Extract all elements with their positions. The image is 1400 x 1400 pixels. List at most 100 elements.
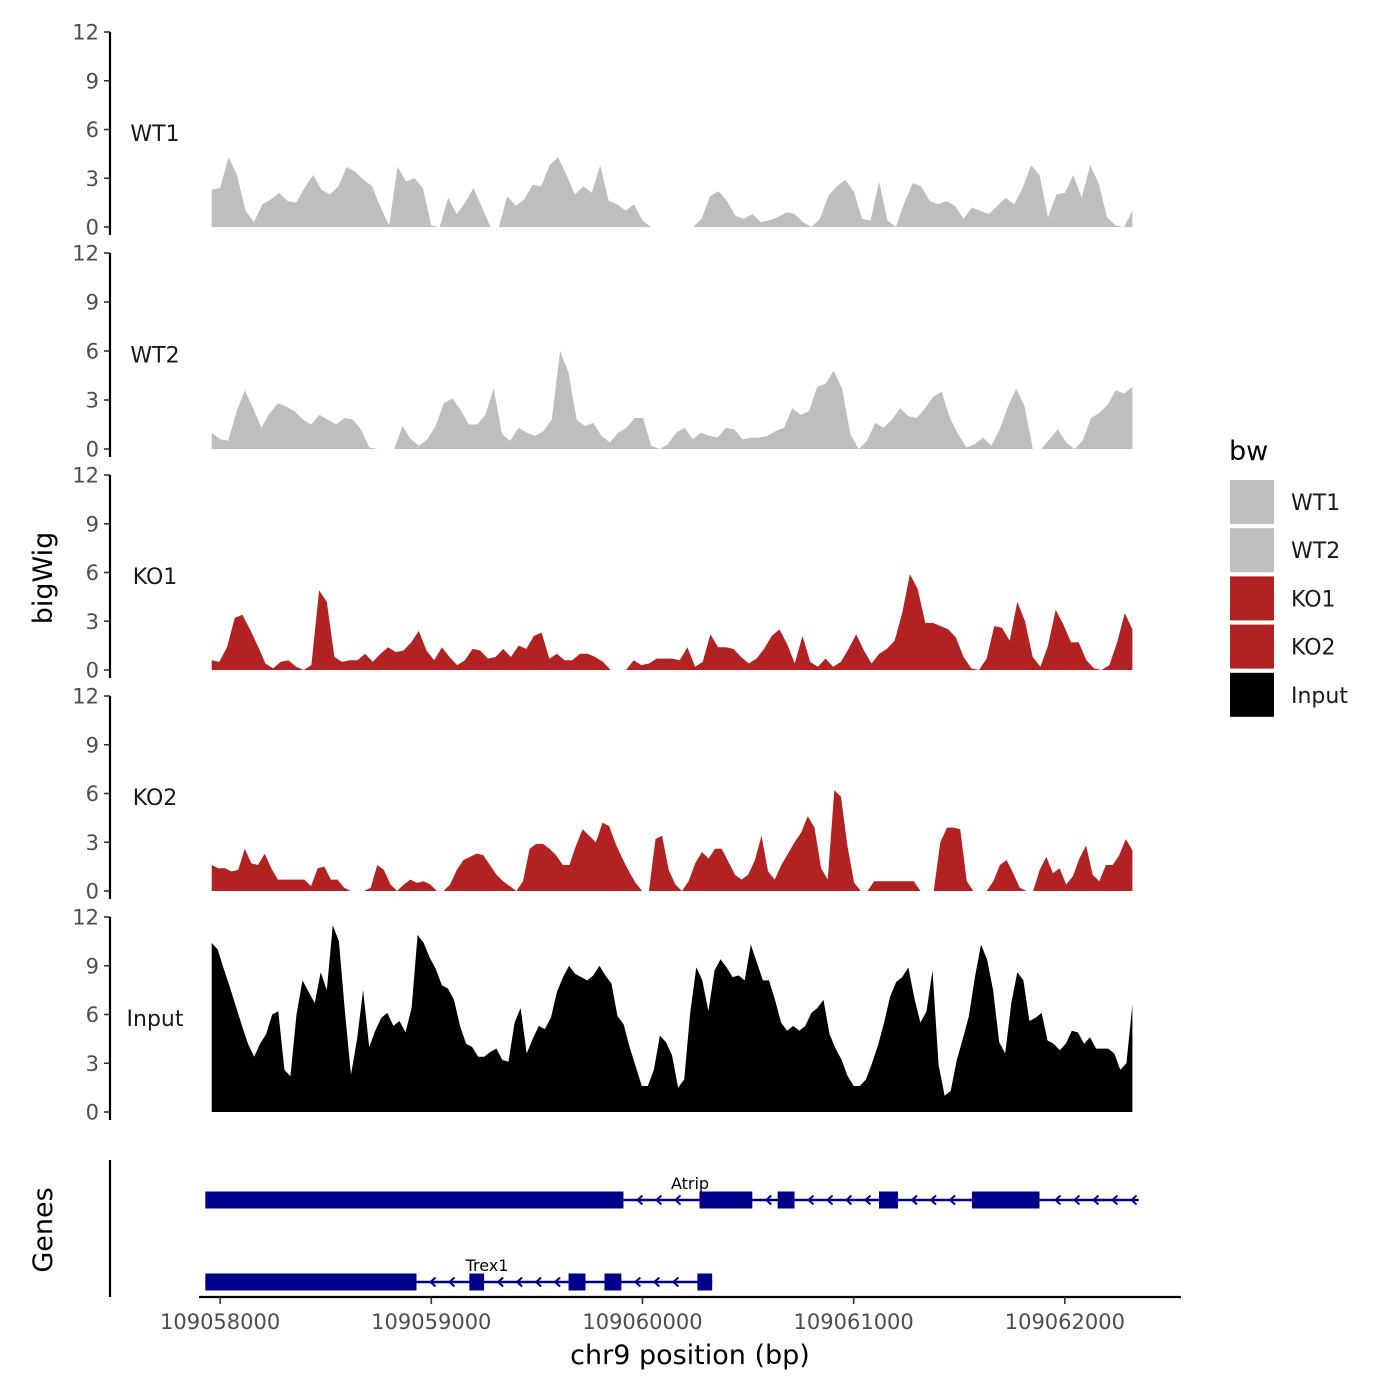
coverage-area-wt1 [211,157,1133,227]
legend-swatch-ko1 [1230,576,1274,621]
track-input: 0 3 6 9 12 Input [72,906,1133,1125]
exon-trex1-1 [205,1273,417,1291]
legend-swatch-ko2 [1230,624,1274,669]
strand-arrow-atrip [826,1194,834,1206]
y-tick-label-ko1-9: 9 [86,512,99,536]
legend-swatch-input [1230,672,1274,717]
exon-trex1-5 [697,1273,713,1291]
strand-arrow-trex1 [553,1276,561,1288]
y-tick-label-input-12: 12 [72,906,99,930]
y-tick-label-wt1-9: 9 [86,69,99,93]
y-tick-label-wt1-0: 0 [86,216,99,240]
y-tick-label-wt2-3: 3 [86,389,99,413]
exon-atrip-1 [205,1191,624,1209]
legend: WT1 WT2 KO1 KO2 Input [1230,480,1348,717]
strand-arrow-atrip [1130,1194,1138,1206]
y-tick-label-input-9: 9 [86,954,99,978]
strand-arrow-atrip [764,1194,772,1206]
exon-atrip-3 [777,1191,795,1209]
coverage-area-wt2 [211,351,1133,449]
legend-label-ko1: KO1 [1291,587,1336,612]
track-label-input: Input [127,1007,184,1032]
x-tick-label-2: 109060000 [582,1310,702,1334]
y-tick-label-ko1-6: 6 [86,561,99,585]
x-tick-label-4: 109062000 [1005,1310,1125,1334]
strand-arrow-atrip [845,1194,853,1206]
x-tick-label-0: 109058000 [160,1310,280,1334]
track-label-wt1: WT1 [130,122,179,147]
exon-atrip-5 [971,1191,1040,1209]
y-tick-label-ko2-3: 3 [86,831,99,855]
track-label-ko2: KO2 [133,786,178,811]
y-tick-label-wt2-12: 12 [72,242,99,266]
x-axis-title: chr9 position (bp) [570,1340,810,1371]
strand-arrow-trex1 [515,1276,523,1288]
strand-arrow-atrip [807,1194,815,1206]
y-tick-label-ko1-3: 3 [86,610,99,634]
y-tick-label-wt2-9: 9 [86,291,99,315]
y-tick-label-input-6: 6 [86,1003,99,1027]
exon-trex1-4 [604,1273,622,1291]
exon-trex1-2 [469,1273,485,1291]
coverage-area-ko2 [211,790,1133,891]
strand-arrow-atrip [1092,1194,1100,1206]
gene-atrip: Atrip [205,1174,1139,1209]
strand-arrow-trex1 [671,1276,680,1288]
x-axis: 109058000 109059000 109060000 109061000 1090… [160,1295,1181,1334]
track-ko1: 0 3 6 9 12 KO1 [72,464,1133,683]
legend-title: bw [1229,436,1268,467]
y-tick-label-input-3: 3 [86,1052,99,1076]
y-tick-label-wt1-3: 3 [86,167,99,191]
y-axis-title: bigWig [28,532,59,625]
gene-label-atrip: Atrip [671,1174,709,1193]
track-wt1: 0 3 6 9 12 WT1 [72,21,1133,240]
y-tick-label-ko2-0: 0 [86,880,99,904]
y-tick-label-wt1-6: 6 [86,118,99,142]
y-tick-label-ko2-12: 12 [72,685,99,709]
strand-arrow-atrip [864,1194,872,1206]
exon-atrip-2 [699,1191,753,1209]
track-label-wt2: WT2 [130,343,179,368]
strand-arrow-atrip [635,1194,644,1206]
legend-label-wt1: WT1 [1291,491,1340,516]
y-tick-label-wt2-6: 6 [86,340,99,364]
legend-label-input: Input [1291,684,1348,709]
legend-label-ko2: KO2 [1291,636,1336,661]
coverage-area-ko1 [211,574,1133,670]
track-label-ko1: KO1 [133,565,178,590]
exon-trex1-3 [568,1273,586,1291]
strand-arrow-atrip [929,1194,937,1206]
strand-arrow-atrip [910,1194,918,1206]
strand-arrow-trex1 [429,1276,437,1288]
coverage-tracks: 0 3 6 9 12 WT1 0 3 6 9 12 WT2 0 3 6 9 12 KO1 0 3 6 9 12 KO2 0 3 6 9… [72,21,1133,1125]
genes-axis-title: Genes [28,1187,59,1272]
track-wt2: 0 3 6 9 12 WT2 [72,242,1133,462]
strand-arrow-trex1 [496,1276,504,1288]
track-ko2: 0 3 6 9 12 KO2 [72,685,1133,904]
strand-arrow-atrip [948,1194,956,1206]
legend-swatch-wt2 [1230,528,1274,573]
strand-arrow-trex1 [448,1276,456,1288]
strand-arrow-atrip [1073,1194,1081,1206]
y-tick-label-wt1-12: 12 [72,21,99,45]
gene-label-trex1: Trex1 [465,1256,509,1275]
x-tick-label-1: 109059000 [371,1310,491,1334]
x-tick-label-3: 109061000 [794,1310,914,1334]
coverage-area-input [211,925,1133,1112]
strand-arrow-atrip [1054,1194,1062,1206]
strand-arrow-atrip [654,1194,663,1206]
gene-trex1: Trex1 [205,1256,713,1291]
y-tick-label-ko1-12: 12 [72,464,99,488]
legend-label-wt2: WT2 [1291,539,1340,564]
y-tick-label-ko2-9: 9 [86,733,99,757]
exon-atrip-4 [879,1191,899,1209]
y-tick-label-wt2-0: 0 [86,438,99,462]
strand-arrow-trex1 [633,1276,642,1288]
strand-arrow-trex1 [534,1276,542,1288]
y-tick-label-input-0: 0 [86,1101,99,1125]
legend-swatch-wt1 [1230,480,1274,524]
gene-track: Atrip Trex1 [108,1160,1139,1297]
y-tick-label-ko1-0: 0 [86,659,99,683]
strand-arrow-atrip [673,1194,682,1206]
